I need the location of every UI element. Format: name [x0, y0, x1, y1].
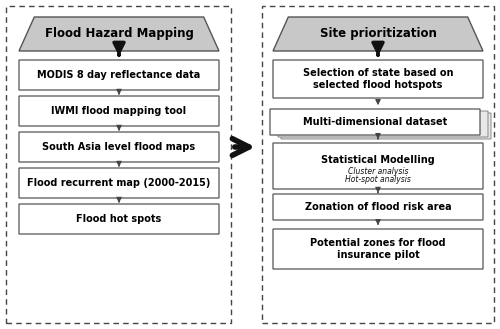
FancyBboxPatch shape — [273, 229, 483, 269]
FancyBboxPatch shape — [19, 204, 219, 234]
FancyBboxPatch shape — [278, 111, 488, 137]
Text: IWMI flood mapping tool: IWMI flood mapping tool — [52, 106, 186, 116]
FancyBboxPatch shape — [19, 168, 219, 198]
Polygon shape — [273, 17, 483, 51]
Text: Statistical Modelling: Statistical Modelling — [321, 156, 435, 165]
Text: Zonation of flood risk area: Zonation of flood risk area — [304, 202, 452, 212]
Polygon shape — [19, 17, 219, 51]
Text: Potential zones for flood
insurance pilot: Potential zones for flood insurance pilo… — [310, 238, 446, 260]
Text: Flood Hazard Mapping: Flood Hazard Mapping — [44, 28, 194, 40]
Text: Flood hot spots: Flood hot spots — [76, 214, 162, 224]
Text: Multi-dimensional dataset: Multi-dimensional dataset — [303, 117, 447, 127]
Text: Hot-spot analysis: Hot-spot analysis — [345, 175, 411, 184]
FancyBboxPatch shape — [273, 194, 483, 220]
Text: South Asia level flood maps: South Asia level flood maps — [42, 142, 196, 152]
Text: Selection of state based on
selected flood hotspots: Selection of state based on selected flo… — [303, 68, 453, 90]
Text: MODIS 8 day reflectance data: MODIS 8 day reflectance data — [38, 70, 200, 80]
FancyBboxPatch shape — [19, 60, 219, 90]
FancyBboxPatch shape — [273, 143, 483, 189]
Text: Flood recurrent map (2000-2015): Flood recurrent map (2000-2015) — [28, 178, 210, 188]
FancyBboxPatch shape — [281, 113, 491, 139]
Bar — [262, 6, 494, 323]
Text: Site prioritization: Site prioritization — [320, 28, 436, 40]
Text: Cluster analysis: Cluster analysis — [348, 167, 408, 176]
FancyBboxPatch shape — [270, 109, 480, 135]
FancyBboxPatch shape — [19, 96, 219, 126]
FancyBboxPatch shape — [19, 132, 219, 162]
Bar — [6, 6, 231, 323]
FancyBboxPatch shape — [273, 60, 483, 98]
